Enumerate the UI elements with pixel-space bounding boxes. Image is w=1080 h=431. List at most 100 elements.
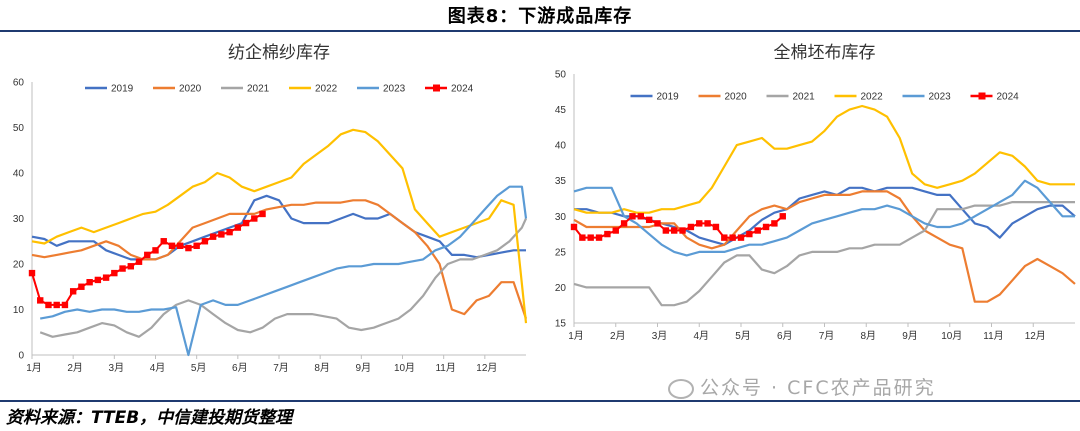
data-point-2024 xyxy=(152,247,159,254)
data-point-2024 xyxy=(177,242,184,249)
legend-label-2024: 2024 xyxy=(997,92,1020,103)
data-point-2024 xyxy=(746,230,753,238)
y-tick-label: 20 xyxy=(13,260,25,271)
chart-title: 全棉坯布库存 xyxy=(774,43,876,63)
data-point-2024 xyxy=(185,244,192,252)
data-point-2024 xyxy=(696,220,703,227)
series-line-2019 xyxy=(574,186,1076,246)
y-tick-label: 30 xyxy=(555,212,567,223)
x-tick-label: 4月 xyxy=(150,362,166,374)
series-line-2023 xyxy=(573,179,1075,257)
y-tick-label: 30 xyxy=(13,214,25,225)
x-tick-label: 2月 xyxy=(610,330,626,342)
x-tick-label: 4月 xyxy=(693,330,709,342)
data-point-2024 xyxy=(234,224,242,231)
data-point-2024 xyxy=(144,251,151,259)
x-tick-label: 6月 xyxy=(777,330,793,342)
legend-label-2024: 2024 xyxy=(451,84,474,95)
x-tick-label: 12月 xyxy=(1025,330,1046,342)
legend-label-2022: 2022 xyxy=(861,92,884,103)
x-tick-label: 8月 xyxy=(860,330,876,342)
watermark: 公众号 · CFC农产品研究 xyxy=(668,373,936,400)
data-point-2024 xyxy=(721,234,728,241)
data-point-2024 xyxy=(779,213,786,220)
data-point-2024 xyxy=(102,274,110,281)
data-point-2024 xyxy=(687,223,695,231)
data-point-2024 xyxy=(637,213,644,220)
data-point-2024 xyxy=(69,288,77,295)
wechat-icon xyxy=(668,378,694,399)
legend-label-2021: 2021 xyxy=(793,92,816,103)
y-tick-label: 50 xyxy=(555,70,567,81)
x-tick-label: 11月 xyxy=(983,330,1003,342)
data-point-2024 xyxy=(737,234,745,241)
y-tick-label: 50 xyxy=(13,123,25,134)
data-point-2024 xyxy=(45,301,52,309)
series-line-2020 xyxy=(573,190,1076,303)
source-note: 资料来源：TTEB，中信建投期货整理 xyxy=(6,408,293,428)
data-point-2024 xyxy=(168,242,176,249)
data-point-2024 xyxy=(604,230,611,238)
legend-marker-2024 xyxy=(978,92,986,100)
legend-label-2022: 2022 xyxy=(315,84,338,95)
data-point-2024 xyxy=(645,216,653,224)
x-tick-label: 3月 xyxy=(109,362,125,374)
legend-label-2020: 2020 xyxy=(179,84,202,95)
data-point-2024 xyxy=(251,215,258,222)
y-tick-label: 15 xyxy=(555,319,567,330)
data-point-2024 xyxy=(579,234,586,241)
x-tick-label: 10月 xyxy=(941,330,962,342)
legend-label-2023: 2023 xyxy=(383,84,406,95)
chart-title: 纺企棉纱库存 xyxy=(228,43,330,63)
data-point-2024 xyxy=(729,234,736,241)
data-point-2024 xyxy=(771,220,778,227)
data-point-2024 xyxy=(587,234,594,241)
y-tick-label: 45 xyxy=(555,105,567,116)
data-point-2024 xyxy=(242,219,250,227)
x-tick-label: 5月 xyxy=(191,362,207,374)
data-point-2024 xyxy=(218,231,225,238)
data-point-2024 xyxy=(111,269,118,277)
series-line-2022 xyxy=(573,104,1075,214)
series-line-2020 xyxy=(31,199,528,319)
data-point-2024 xyxy=(193,242,200,249)
y-tick-label: 40 xyxy=(555,141,567,152)
data-point-2024 xyxy=(209,233,217,240)
x-tick-label: 8月 xyxy=(314,362,330,374)
data-point-2024 xyxy=(53,301,60,309)
data-point-2024 xyxy=(37,297,44,304)
data-point-2024 xyxy=(679,227,686,234)
legend-label-2019: 2019 xyxy=(111,84,134,95)
x-tick-label: 2月 xyxy=(67,362,83,374)
data-point-2024 xyxy=(201,238,209,245)
x-tick-label: 7月 xyxy=(273,362,289,374)
header-divider xyxy=(0,30,1080,32)
legend-label-2020: 2020 xyxy=(725,92,748,103)
legend-label-2019: 2019 xyxy=(657,92,680,103)
footer-divider xyxy=(0,400,1080,402)
x-tick-label: 11月 xyxy=(435,362,455,374)
x-tick-label: 12月 xyxy=(476,362,497,374)
x-tick-label: 3月 xyxy=(652,330,668,342)
data-point-2024 xyxy=(119,265,126,272)
watermark-text: 公众号 · CFC农产品研究 xyxy=(700,377,936,399)
chart-greige-cloth-inventory: 全棉坯布库存 15 20 25 30 35 40 45 50 1月 2月 3月 4月 5月 6月 7月 8月 9月… xyxy=(555,43,1076,342)
x-tick-label: 1月 xyxy=(568,330,584,342)
data-point-2024 xyxy=(662,227,670,234)
y-tick-label: 40 xyxy=(13,169,25,180)
data-point-2024 xyxy=(612,227,619,234)
y-tick-label: 60 xyxy=(13,78,25,89)
data-point-2024 xyxy=(704,220,711,227)
data-point-2024 xyxy=(127,263,134,270)
data-point-2024 xyxy=(671,227,678,234)
data-point-2024 xyxy=(570,223,578,231)
x-tick-label: 5月 xyxy=(735,330,751,342)
series-line-2022 xyxy=(31,128,528,324)
series-line-2021 xyxy=(39,218,528,338)
y-tick-label: 10 xyxy=(13,305,25,316)
data-point-2024 xyxy=(160,238,167,245)
data-point-2024 xyxy=(61,301,69,309)
legend-label-2023: 2023 xyxy=(929,92,952,103)
x-tick-label: 1月 xyxy=(26,362,42,374)
data-point-2024 xyxy=(654,220,661,227)
